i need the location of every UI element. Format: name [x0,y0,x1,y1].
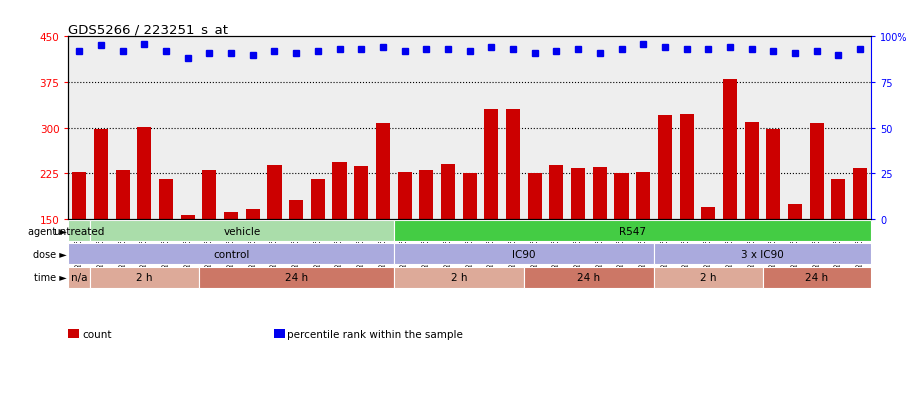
Bar [397,172,411,219]
Bar [159,180,173,219]
Text: R547: R547 [619,226,645,236]
Bar [809,124,823,219]
Bar [333,163,346,219]
Bar [68,267,90,288]
Text: vehicle: vehicle [223,226,261,236]
Bar [90,221,394,242]
Text: count: count [82,329,111,339]
Bar [68,221,90,242]
Bar [831,180,844,219]
Text: 24 h: 24 h [284,273,307,282]
Text: 2 h: 2 h [450,273,466,282]
Text: percentile rank within the sample: percentile rank within the sample [287,329,463,339]
Bar [375,124,390,219]
Bar [636,173,650,219]
Bar [743,122,758,219]
Bar [202,170,216,219]
Bar [245,209,260,219]
Text: control: control [212,249,249,259]
Bar [523,267,653,288]
Bar [440,165,455,219]
Bar [762,267,870,288]
Bar [311,180,324,219]
Bar [679,115,693,219]
Bar [353,166,368,219]
Text: 24 h: 24 h [804,273,827,282]
Bar [657,116,671,219]
Bar [653,267,762,288]
Text: dose ►: dose ► [33,249,67,259]
Bar [701,207,714,219]
Text: 2 h: 2 h [136,273,152,282]
Text: 24 h: 24 h [577,273,599,282]
Text: IC90: IC90 [512,249,535,259]
Bar [394,244,653,265]
Bar [787,204,801,219]
Bar [116,171,129,219]
Bar [570,169,585,219]
Bar [394,267,523,288]
Bar [267,166,281,219]
Bar [653,244,870,265]
Bar [138,128,151,219]
Bar [527,174,541,219]
Bar [224,212,238,219]
Text: 2 h: 2 h [700,273,716,282]
Bar [199,267,394,288]
Bar [852,169,866,219]
Bar [722,80,736,219]
Bar [506,110,519,219]
Bar [94,130,107,219]
Bar [394,221,870,242]
Bar [90,267,199,288]
Text: time ►: time ► [34,273,67,282]
Bar [548,166,563,219]
Text: GDS5266 / 223251_s_at: GDS5266 / 223251_s_at [67,23,228,36]
Bar [68,244,394,265]
Bar [592,168,606,219]
Text: 3 x IC90: 3 x IC90 [741,249,783,259]
Bar [614,174,628,219]
Text: untreated: untreated [54,226,105,236]
Text: n/a: n/a [71,273,87,282]
Text: agent ►: agent ► [27,226,67,236]
Bar [72,172,87,219]
Bar [289,200,302,219]
Bar [419,171,433,219]
Bar [484,110,498,219]
Bar [180,216,195,219]
Bar [765,130,780,219]
Bar [462,174,476,219]
